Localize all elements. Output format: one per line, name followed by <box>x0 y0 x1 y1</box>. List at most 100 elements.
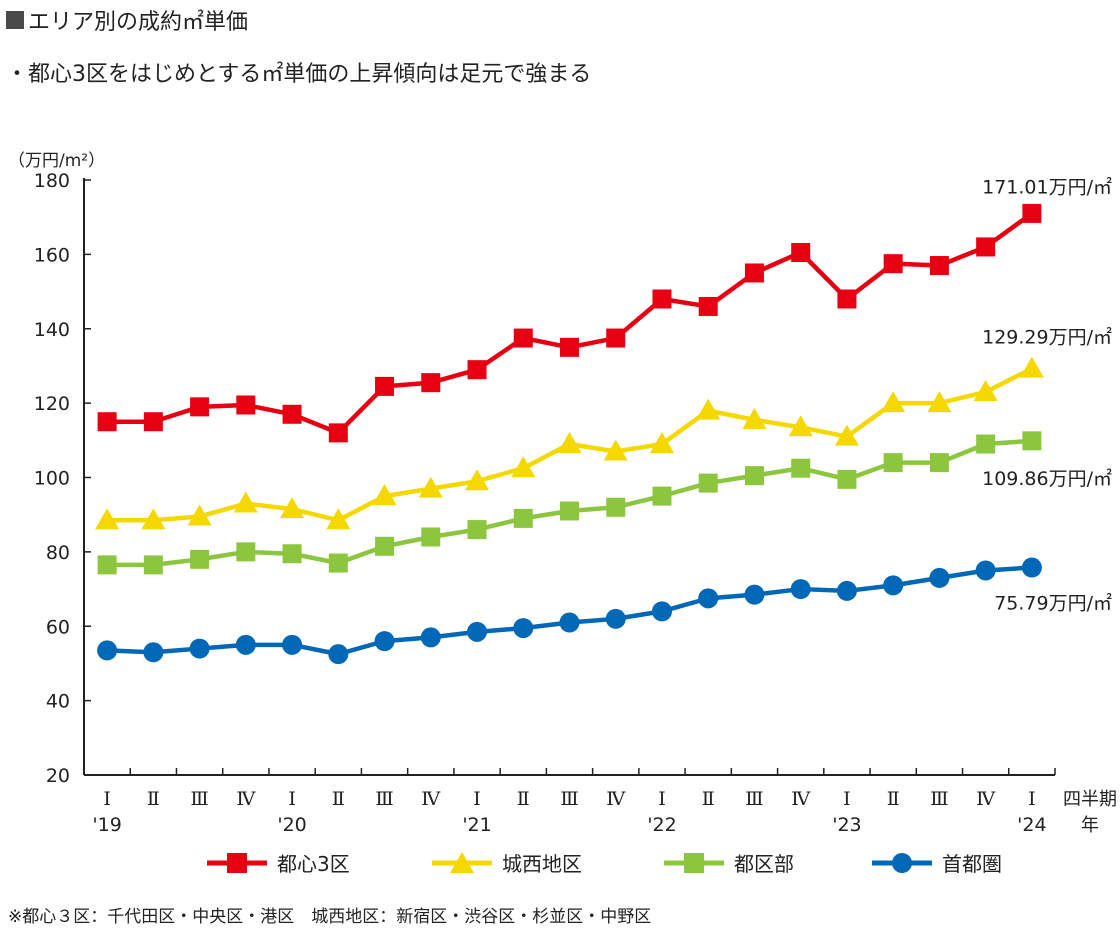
legend-square-marker-icon <box>664 852 724 873</box>
data-point-toshin3 <box>560 337 579 357</box>
data-point-josai <box>187 504 212 526</box>
legend-item-toshin3: 都心3区 <box>205 848 350 877</box>
legend-label-toshin3: 都心3区 <box>277 852 350 876</box>
x-quarter-label: Ⅲ <box>560 788 578 810</box>
data-point-tokubu <box>929 453 949 473</box>
x-quarter-label: Ⅰ <box>1028 788 1036 810</box>
data-point-josai <box>511 456 536 478</box>
footnote: ※都心３区：千代田区・中央区・港区 城西地区：新宿区・渋谷区・杉並区・中野区 <box>8 907 652 927</box>
chart-subtitle: ・都心3区をはじめとする㎡単価の上昇傾向は足元で強まる <box>6 62 592 87</box>
x-year-label: '21 <box>462 814 491 836</box>
x-year-label: '19 <box>92 814 121 836</box>
legend-label-tokubu: 都区部 <box>734 852 794 876</box>
chart-title: エリア別の成約㎡単価 <box>6 4 248 36</box>
legend-item-josai: 城西地区 <box>430 848 582 877</box>
data-point-josai <box>742 407 767 429</box>
data-point-toshin3 <box>791 243 811 263</box>
data-point-shutoken <box>467 621 488 642</box>
data-point-josai <box>233 491 258 513</box>
data-point-tokubu <box>143 555 163 575</box>
data-point-josai <box>788 415 813 437</box>
data-point-shutoken <box>975 560 996 581</box>
x-quarter-label: Ⅲ <box>745 788 763 810</box>
data-point-josai <box>649 432 674 454</box>
y-tick-label: 180 <box>34 170 70 192</box>
data-point-tokubu <box>791 458 811 478</box>
data-point-tokubu <box>97 555 117 575</box>
data-point-toshin3 <box>744 263 764 283</box>
y-tick-label: 100 <box>34 468 70 490</box>
x-quarter-label: Ⅱ <box>517 788 530 810</box>
x-quarter-label: Ⅳ <box>976 788 996 810</box>
y-tick-label: 80 <box>46 542 70 564</box>
y-tick-label: 40 <box>46 691 70 713</box>
data-point-toshin3 <box>375 376 395 396</box>
data-point-shutoken <box>559 612 580 633</box>
data-point-josai <box>927 391 952 413</box>
y-axis-unit-label: （万円/m²） <box>8 151 106 171</box>
data-point-tokubu <box>513 508 533 528</box>
x-quarter-label: Ⅰ <box>103 788 111 810</box>
data-point-toshin3 <box>837 289 857 309</box>
data-point-toshin3 <box>513 328 533 348</box>
data-point-josai <box>973 379 998 401</box>
data-point-shutoken <box>1021 557 1042 578</box>
data-point-shutoken <box>790 579 811 600</box>
data-point-toshin3 <box>467 360 487 380</box>
x-quarter-label: Ⅰ <box>288 788 296 810</box>
title-square-icon <box>6 11 24 29</box>
data-point-josai <box>95 508 120 530</box>
data-point-shutoken <box>929 567 950 588</box>
data-point-toshin3 <box>929 256 949 276</box>
y-tick-label: 120 <box>34 393 70 415</box>
end-value-label-toshin3: 171.01万円/㎡ <box>982 175 1112 198</box>
data-point-shutoken <box>374 631 395 652</box>
data-point-tokubu <box>190 549 210 569</box>
x-quarter-label: Ⅳ <box>421 788 441 810</box>
end-value-label-tokubu: 109.86万円/㎡ <box>982 467 1112 490</box>
data-point-shutoken <box>836 580 857 601</box>
data-point-toshin3 <box>282 404 302 424</box>
legend-label-josai: 城西地区 <box>502 852 582 876</box>
data-point-tokubu <box>698 473 718 493</box>
data-point-josai <box>372 484 397 506</box>
data-point-tokubu <box>328 553 348 573</box>
data-point-toshin3 <box>97 412 117 432</box>
data-point-toshin3 <box>328 423 348 443</box>
data-point-tokubu <box>883 453 903 473</box>
data-point-tokubu <box>375 536 395 556</box>
chart-legend: 都心3区 城西地区 都区部 首都圏 <box>0 848 1120 884</box>
data-point-tokubu <box>976 434 996 454</box>
data-point-josai <box>418 476 443 498</box>
x-quarter-label: Ⅱ <box>147 788 160 810</box>
data-point-toshin3 <box>883 254 903 274</box>
x-axis-label-quarter: 四半期 <box>1063 789 1117 810</box>
x-quarter-label: Ⅱ <box>332 788 345 810</box>
end-value-label-josai: 129.29万円/㎡ <box>982 326 1112 349</box>
data-point-shutoken <box>513 618 534 639</box>
x-year-label: '22 <box>647 814 676 836</box>
data-point-toshin3 <box>421 373 441 393</box>
data-point-tokubu <box>282 544 302 564</box>
x-quarter-label: Ⅲ <box>930 788 948 810</box>
y-tick-label: 20 <box>46 765 70 787</box>
data-point-shutoken <box>143 642 164 663</box>
x-quarter-label: Ⅱ <box>702 788 715 810</box>
data-point-tokubu <box>606 497 626 517</box>
x-quarter-label: Ⅳ <box>236 788 256 810</box>
x-quarter-label: Ⅳ <box>791 788 811 810</box>
data-point-josai <box>881 391 906 413</box>
x-quarter-label: Ⅰ <box>473 788 481 810</box>
y-tick-label: 160 <box>34 244 70 266</box>
data-point-toshin3 <box>1022 203 1042 223</box>
data-point-toshin3 <box>698 296 718 316</box>
data-point-shutoken <box>883 575 904 596</box>
data-point-toshin3 <box>236 395 256 415</box>
data-point-shutoken <box>235 634 256 655</box>
data-point-shutoken <box>282 634 303 655</box>
x-quarter-label: Ⅰ <box>843 788 851 810</box>
data-point-josai <box>834 424 859 446</box>
x-year-label: '24 <box>1017 814 1046 836</box>
x-quarter-label: Ⅲ <box>375 788 393 810</box>
